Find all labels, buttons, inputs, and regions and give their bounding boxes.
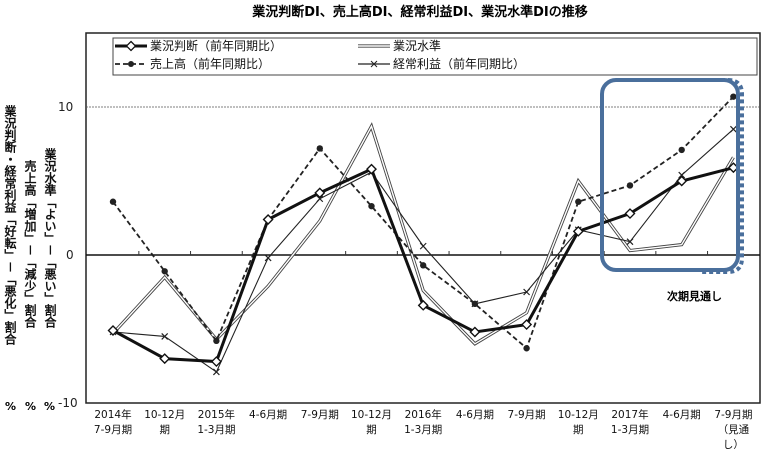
legend-marker bbox=[370, 60, 378, 68]
plot-frame bbox=[85, 32, 761, 404]
data-point bbox=[729, 125, 737, 133]
data-point bbox=[730, 93, 737, 100]
x-tick-label: 2017年 bbox=[611, 408, 648, 421]
data-point bbox=[471, 300, 479, 308]
y-tick-label: 10 bbox=[58, 100, 73, 114]
data-point bbox=[420, 262, 427, 269]
x-tick-label: 7-9月期 bbox=[508, 409, 546, 421]
x-tick-label: （見通 bbox=[718, 424, 750, 436]
y-unit-3: % bbox=[44, 400, 56, 413]
data-point bbox=[678, 146, 685, 154]
series-1 bbox=[111, 122, 735, 346]
chart-title: 業況判断DI、売上高DI、経常利益DI、業況水準DIの推移 bbox=[251, 4, 588, 20]
legend-label: 業況判断（前年同期比） bbox=[150, 38, 282, 53]
data-point bbox=[678, 171, 686, 179]
highlight-box bbox=[600, 78, 740, 272]
data-point bbox=[626, 182, 634, 189]
data-point bbox=[368, 202, 375, 210]
x-tick-label: 1-3月期 bbox=[404, 424, 442, 436]
y-axis-label-1: 業況判断・経常利益「好転」－「悪化」割合 bbox=[3, 105, 17, 346]
data-point bbox=[161, 332, 169, 340]
data-point bbox=[212, 368, 220, 376]
x-tick-label: 4-6月期 bbox=[663, 409, 701, 421]
legend-item-0: 業況判断（前年同期比） bbox=[115, 38, 282, 53]
legend-label: 売上高（前年同期比） bbox=[150, 56, 270, 71]
y-tick-label: -10 bbox=[58, 396, 78, 410]
x-tick-label: 期 bbox=[366, 424, 377, 436]
x-tick-label: 7-9月期 bbox=[94, 424, 132, 436]
data-point bbox=[417, 299, 429, 311]
data-point bbox=[159, 353, 171, 365]
data-point bbox=[161, 268, 168, 275]
data-point bbox=[316, 195, 324, 203]
x-tick-label: 7-9月期 bbox=[301, 409, 339, 421]
legend-label: 経常利益（前年同期比） bbox=[393, 56, 525, 71]
y-axis-label-2: 売上高「増加」－「減少」割合 bbox=[23, 160, 37, 329]
forecast-dotted-box bbox=[700, 78, 744, 274]
series-0 bbox=[107, 162, 739, 368]
x-tick-label: 7-9月期 bbox=[714, 409, 752, 421]
y-tick-label: 0 bbox=[66, 248, 74, 262]
data-point bbox=[521, 319, 533, 331]
x-tick-label: 2015年 bbox=[198, 408, 235, 421]
legend-item-1: 業況水準 bbox=[358, 38, 441, 53]
x-tick-label: 期 bbox=[159, 424, 170, 436]
y-unit-1: % bbox=[5, 400, 17, 413]
data-point bbox=[575, 198, 582, 205]
x-tick-label: 2014年 bbox=[94, 408, 131, 421]
legend-item-2: 売上高（前年同期比） bbox=[115, 56, 270, 71]
series-line bbox=[111, 122, 735, 346]
x-tick-label: 4-6月期 bbox=[249, 409, 287, 421]
data-point bbox=[107, 324, 119, 336]
legend-marker bbox=[128, 61, 134, 67]
y-axis-label-3: 業況水準「よい」－「悪い」割合 bbox=[43, 148, 57, 329]
data-point bbox=[419, 242, 427, 250]
data-point bbox=[213, 337, 220, 345]
data-point bbox=[262, 213, 274, 225]
data-point bbox=[523, 345, 530, 352]
series-2 bbox=[109, 93, 737, 352]
data-point bbox=[366, 163, 377, 175]
data-point bbox=[676, 175, 688, 187]
x-tick-label: 2016年 bbox=[405, 408, 442, 421]
data-point bbox=[314, 187, 326, 199]
data-point bbox=[523, 288, 531, 296]
data-point bbox=[624, 208, 636, 220]
legend-marker bbox=[125, 40, 137, 52]
data-point bbox=[316, 145, 323, 152]
data-point bbox=[264, 254, 272, 262]
x-tick-label: 1-3月期 bbox=[611, 424, 649, 436]
x-tick-label: し） bbox=[723, 439, 744, 451]
x-tick-label: 10-12月 bbox=[558, 409, 599, 421]
x-tick-label: 10-12月 bbox=[144, 409, 185, 421]
y-unit-2: % bbox=[25, 400, 37, 413]
series-line-inner bbox=[112, 124, 735, 345]
x-tick-label: 期 bbox=[573, 424, 584, 436]
x-tick-label: 1-3月期 bbox=[197, 424, 235, 436]
data-point bbox=[469, 326, 481, 338]
x-tick-label: 10-12月 bbox=[351, 409, 392, 421]
legend-box bbox=[112, 37, 758, 76]
data-point bbox=[626, 238, 634, 246]
forecast-annotation: 次期見通し bbox=[667, 289, 722, 303]
data-point bbox=[210, 356, 222, 368]
data-point bbox=[109, 198, 117, 205]
legend-item-3: 経常利益（前年同期比） bbox=[358, 56, 525, 71]
x-tick-label: 4-6月期 bbox=[456, 409, 494, 421]
legend-label: 業況水準 bbox=[393, 38, 441, 53]
data-point bbox=[572, 225, 584, 237]
series-3 bbox=[109, 125, 737, 376]
